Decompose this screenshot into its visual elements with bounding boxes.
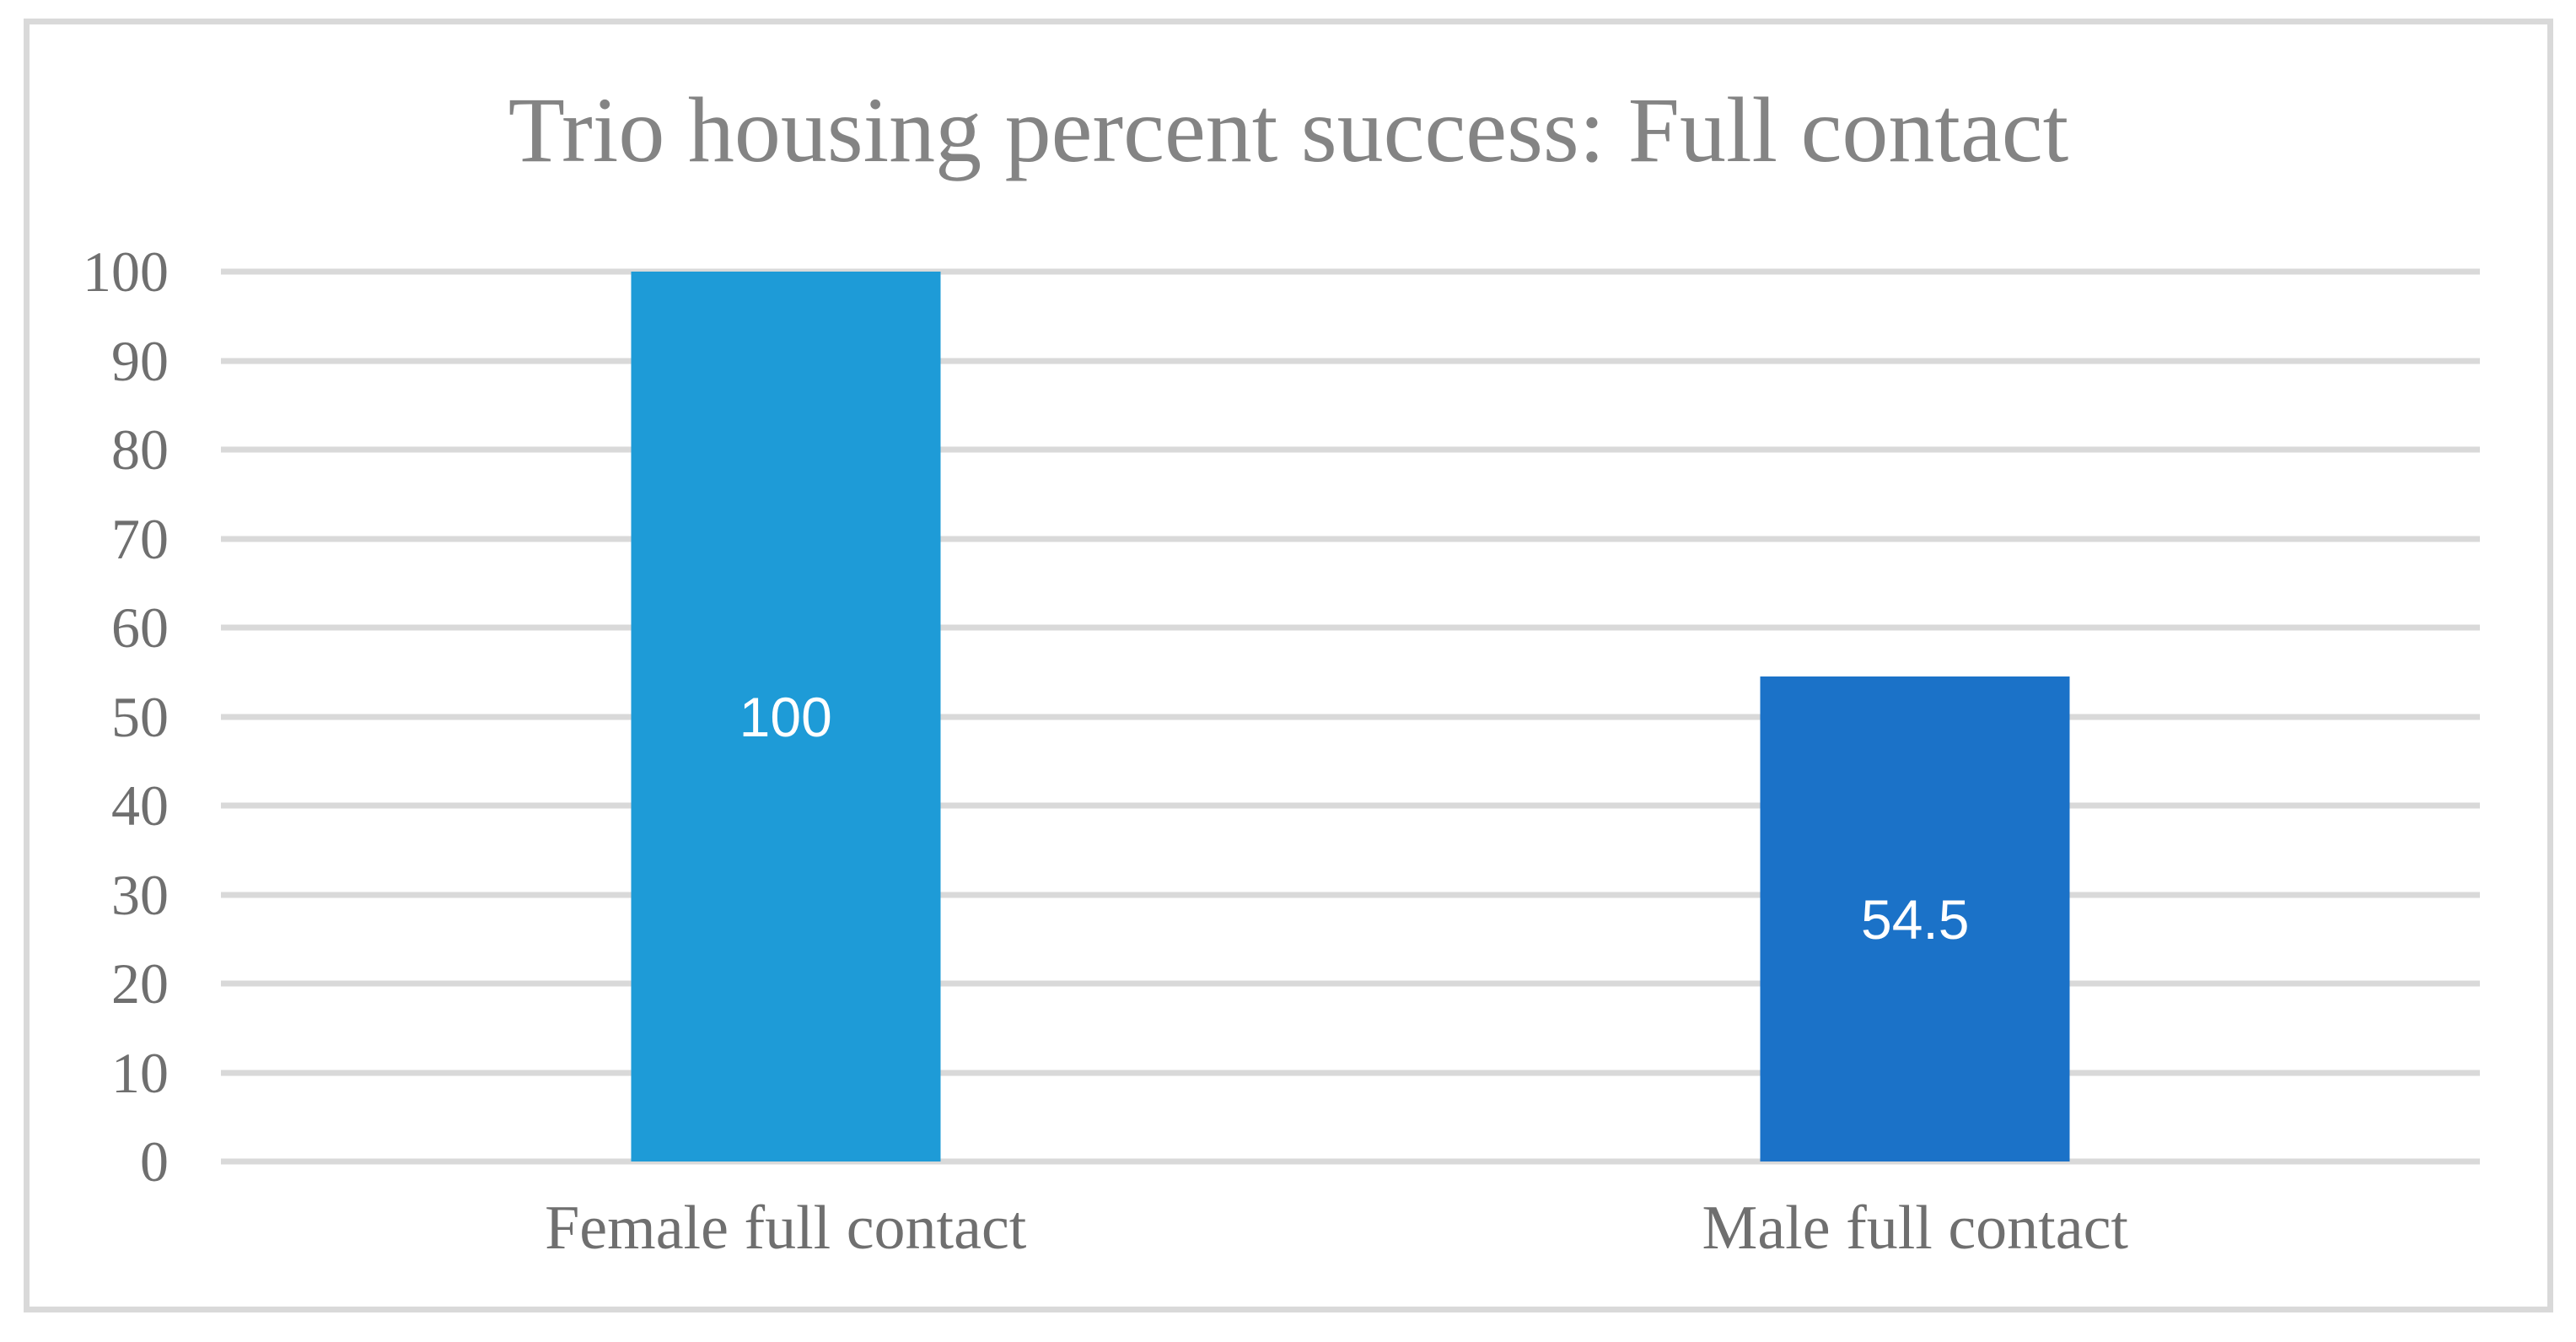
bar-data-label-1: 100 (739, 685, 832, 748)
y-tick-label-30: 30 (111, 862, 169, 927)
gridline-80 (221, 446, 2480, 453)
gridline-10 (221, 1070, 2480, 1075)
gridline-20 (221, 980, 2480, 987)
gridline-0 (221, 1158, 2480, 1165)
gridline-100 (221, 268, 2480, 275)
bar-data-label-2: 54.5 (1861, 887, 1970, 951)
y-tick-label-20: 20 (111, 951, 169, 1016)
y-tick-label-80: 80 (111, 418, 169, 482)
y-tick-label-100: 100 (83, 240, 169, 304)
gridline-90 (221, 358, 2480, 364)
chart-frame: Trio housing percent success: Full conta… (24, 19, 2553, 1312)
y-tick-label-60: 60 (111, 596, 169, 660)
y-tick-label-70: 70 (111, 506, 169, 571)
gridline-40 (221, 802, 2480, 809)
plot-area: 0 10 20 30 40 50 60 70 80 90 100 100 54.5 Female fu… (83, 243, 2480, 1259)
bar-1: 100 (631, 272, 941, 1161)
y-tick-label-10: 10 (111, 1040, 169, 1105)
gridline-50 (221, 714, 2480, 720)
gridline-70 (221, 536, 2480, 542)
y-tick-label-90: 90 (111, 328, 169, 393)
y-tick-label-50: 50 (111, 684, 169, 749)
y-tick-label-40: 40 (111, 773, 169, 838)
chart-title: Trio housing percent success: Full conta… (508, 78, 2069, 181)
x-category-label-2: Male full contact (1702, 1194, 2128, 1263)
bar-2: 54.5 (1760, 676, 2070, 1161)
gridline-30 (221, 892, 2480, 897)
gridline-60 (221, 624, 2480, 631)
x-category-label-1: Female full contact (545, 1194, 1027, 1263)
y-tick-label-0: 0 (140, 1129, 169, 1194)
